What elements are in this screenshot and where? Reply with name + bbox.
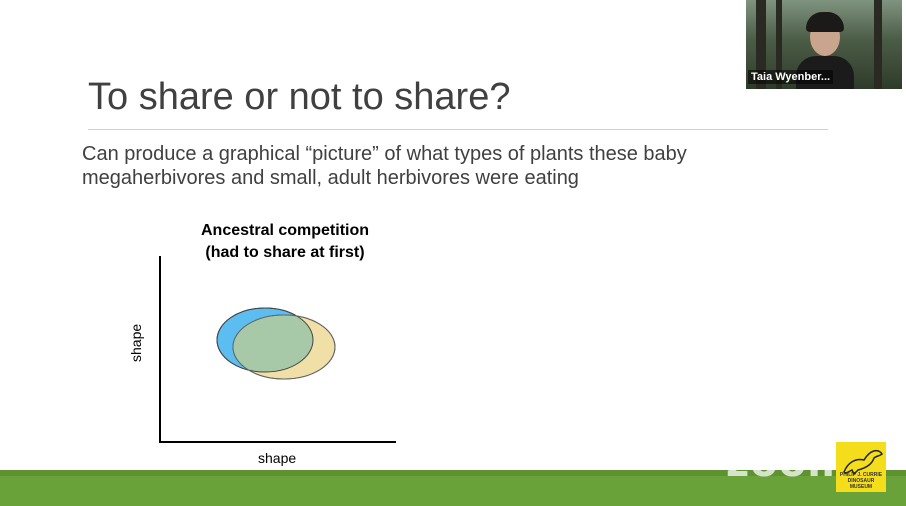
figure-title-line-2: (had to share at first) <box>205 244 365 261</box>
y-axis-label: shape <box>128 323 144 362</box>
slide-footer-bar <box>0 470 906 506</box>
dinosaur-icon <box>843 449 883 476</box>
figure-title-line-1: Ancestral competition <box>200 222 370 239</box>
niche-overlap-diagram <box>159 256 396 443</box>
participant-hair <box>806 12 844 32</box>
tan-ellipse-outline <box>232 314 336 380</box>
participant-video-thumbnail[interactable]: Taia Wyenber... <box>746 0 902 89</box>
figure-title: Ancestral competition (had to share at f… <box>180 220 390 264</box>
slide-body: Can produce a graphical “picture” of wha… <box>82 142 782 190</box>
body-line-2: megaherbivores and small, adult herbivor… <box>82 167 579 189</box>
x-axis-label: shape <box>258 450 297 466</box>
museum-logo: PHILIP J. CURRIE DINOSAUR MUSEUM <box>836 442 886 492</box>
title-divider <box>88 129 828 130</box>
blue-ellipse-outline <box>216 307 314 373</box>
slide-title: To share or not to share? <box>88 76 511 118</box>
logo-text: PHILIP J. CURRIE DINOSAUR MUSEUM <box>839 472 883 490</box>
zoom-watermark: zoom <box>726 440 850 486</box>
participant-name-label: Taia Wyenber... <box>748 70 834 84</box>
body-line-1: Can produce a graphical “picture” of wha… <box>82 143 687 165</box>
